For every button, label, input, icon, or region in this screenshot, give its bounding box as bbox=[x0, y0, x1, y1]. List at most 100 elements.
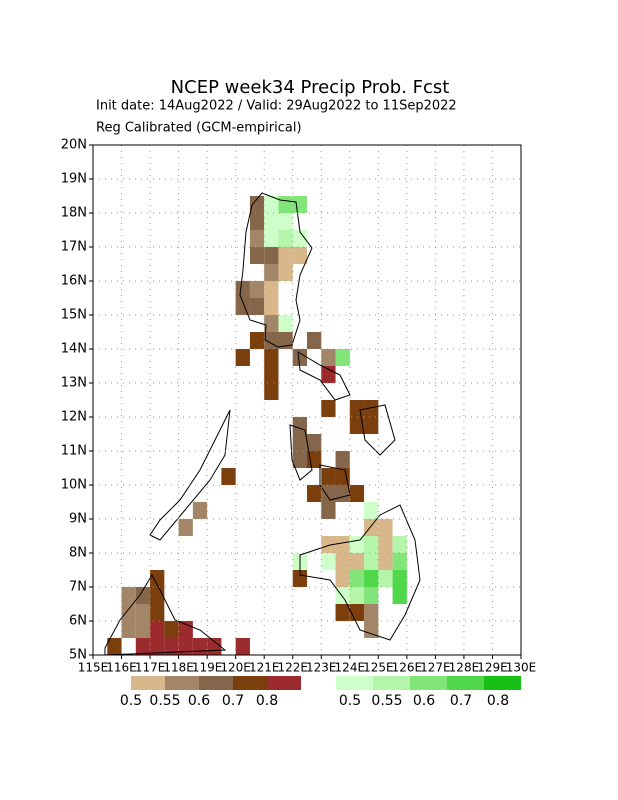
grid-cell bbox=[335, 468, 350, 485]
y-tick-label: 6N bbox=[69, 614, 87, 629]
grid-cell bbox=[150, 604, 165, 621]
grid-cell bbox=[249, 196, 265, 213]
grid-cell bbox=[107, 638, 122, 655]
y-tick-label: 19N bbox=[61, 172, 87, 187]
grid-cell bbox=[335, 536, 350, 553]
grid-cell bbox=[264, 298, 279, 315]
grid-cell bbox=[235, 298, 250, 315]
x-tick-label: 117E bbox=[135, 661, 166, 675]
grid-cell bbox=[249, 247, 265, 264]
grid-cell bbox=[364, 417, 379, 434]
grid-cell bbox=[164, 621, 179, 638]
y-tick-label: 10N bbox=[61, 478, 87, 493]
grid-cell bbox=[378, 519, 393, 536]
grid-cell bbox=[349, 485, 365, 502]
grid-cell bbox=[207, 638, 222, 655]
grid-cell bbox=[292, 196, 307, 213]
y-tick-label: 8N bbox=[69, 546, 87, 561]
x-tick-label: 125E bbox=[363, 661, 394, 675]
grid-cell bbox=[335, 604, 350, 621]
grid-cell bbox=[264, 247, 279, 264]
grid-cell bbox=[335, 451, 350, 468]
legend-label: 0.55 bbox=[149, 693, 180, 709]
grid-cell bbox=[278, 332, 293, 349]
y-tick-label: 11N bbox=[61, 444, 87, 459]
x-tick-label: 123E bbox=[306, 661, 337, 675]
x-tick-label: 126E bbox=[392, 661, 423, 675]
grid-cell bbox=[121, 604, 136, 621]
grid-cell bbox=[221, 468, 236, 485]
grid-cell bbox=[135, 604, 151, 621]
grid-cell bbox=[121, 621, 136, 638]
grid-cell bbox=[178, 519, 193, 536]
grid-cell bbox=[307, 434, 322, 451]
grid-cell bbox=[392, 553, 407, 570]
grid-cell bbox=[264, 349, 279, 366]
grid-cell bbox=[278, 230, 293, 247]
grid-cell bbox=[349, 417, 365, 434]
grid-cell bbox=[278, 264, 293, 281]
grid-cell bbox=[121, 587, 136, 604]
grid-cell bbox=[392, 587, 407, 604]
grid-cell bbox=[150, 570, 165, 587]
grid-cell bbox=[135, 621, 151, 638]
grid-cell bbox=[335, 553, 350, 570]
grid-cell bbox=[135, 587, 151, 604]
grid-cell bbox=[249, 281, 265, 298]
grid-cell bbox=[321, 468, 336, 485]
grid-cell bbox=[335, 485, 350, 502]
grid-cell bbox=[292, 349, 307, 366]
legend-label: 0.7 bbox=[450, 693, 472, 709]
grid-cell bbox=[364, 604, 379, 621]
grid-cell bbox=[150, 621, 165, 638]
grid-cell bbox=[235, 349, 250, 366]
legend-swatch bbox=[131, 676, 165, 690]
grid-cell bbox=[321, 400, 336, 417]
legend-label: 0.5 bbox=[339, 693, 361, 709]
y-tick-label: 17N bbox=[61, 240, 87, 255]
grid-cell bbox=[364, 570, 379, 587]
y-tick-label: 5N bbox=[69, 648, 87, 663]
grid-cell bbox=[349, 570, 365, 587]
grid-cell bbox=[292, 434, 307, 451]
legend-swatch bbox=[233, 676, 267, 690]
grid-cell bbox=[264, 230, 279, 247]
subtitle: Init date: 14Aug2022 / Valid: 29Aug2022 … bbox=[96, 99, 457, 114]
y-tick-label: 12N bbox=[61, 410, 87, 425]
legend-swatch bbox=[165, 676, 199, 690]
grid-cell bbox=[335, 587, 350, 604]
grid-cell bbox=[392, 536, 407, 553]
grid-cell bbox=[378, 536, 393, 553]
grid-cell bbox=[307, 332, 322, 349]
grid-cell bbox=[364, 587, 379, 604]
grid-cell bbox=[321, 349, 336, 366]
grid-cell bbox=[364, 621, 379, 638]
grid-cell bbox=[249, 230, 265, 247]
plot-frame bbox=[92, 144, 522, 656]
x-tick-label: 127E bbox=[420, 661, 451, 675]
grid-cell bbox=[349, 553, 365, 570]
x-tick-label: 129E bbox=[477, 661, 508, 675]
y-tick-label: 9N bbox=[69, 512, 87, 527]
y-tick-label: 14N bbox=[61, 342, 87, 357]
x-tick-label: 130E bbox=[506, 661, 537, 675]
grid-cell bbox=[292, 230, 307, 247]
x-tick-label: 119E bbox=[192, 661, 223, 675]
y-tick-label: 20N bbox=[61, 138, 87, 153]
legend-swatch bbox=[447, 676, 484, 690]
legend-swatch bbox=[410, 676, 447, 690]
grid-cell bbox=[135, 638, 151, 655]
grid-cell bbox=[378, 553, 393, 570]
grid-cell bbox=[364, 519, 379, 536]
legend: 0.5 0.55 0.6 0.7 0.8 0.5 0.55 0.6 0.7 0.8 bbox=[120, 676, 521, 709]
grid-cell bbox=[321, 485, 336, 502]
grid-cell bbox=[264, 315, 279, 332]
grid-cell bbox=[349, 587, 365, 604]
grid-cell bbox=[249, 332, 265, 349]
grid-cell bbox=[264, 264, 279, 281]
grid-cell bbox=[349, 536, 365, 553]
x-tick-label: 121E bbox=[249, 661, 280, 675]
cells bbox=[107, 196, 407, 655]
